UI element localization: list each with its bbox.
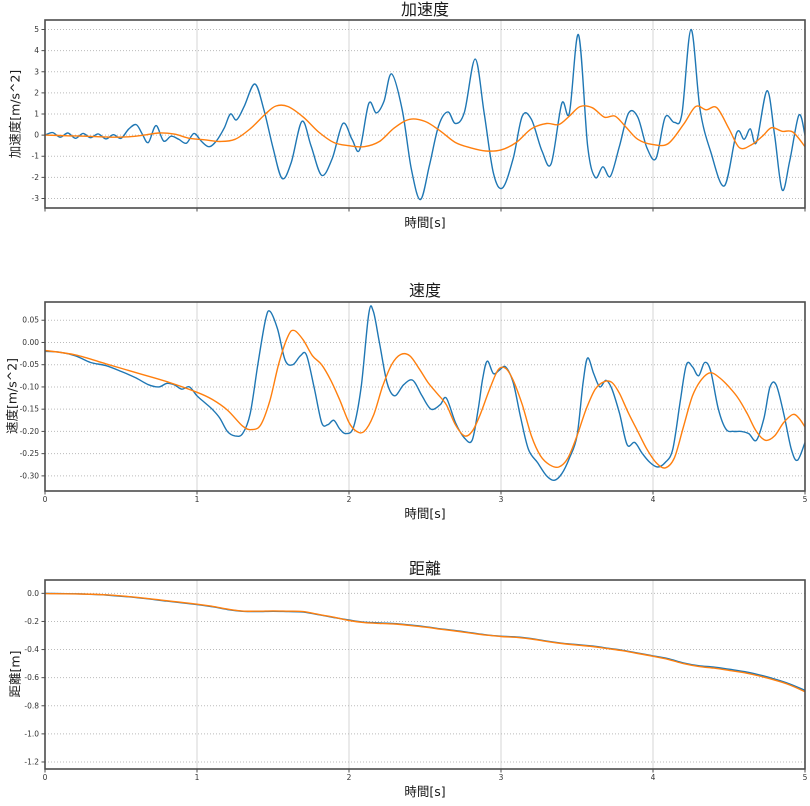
y-tick-label: 3 [34, 67, 39, 76]
y-tick-label: -0.6 [24, 673, 39, 682]
series-line-orange [45, 329, 805, 469]
y-tick-label: -0.25 [20, 449, 40, 458]
acceleration-xaxis-label: 時間[s] [404, 215, 446, 230]
x-tick-label: 2 [347, 773, 352, 782]
velocity-xaxis-label: 時間[s] [404, 506, 446, 521]
acceleration-chart-title: 加速度 [400, 0, 449, 19]
y-tick-label: -0.20 [20, 427, 40, 436]
velocity-plot: 0 1 2 3 4 5 0.05 0.00 -0.05 -0.10 -0.15 -0.20 -0.25 -… [20, 301, 808, 504]
distance-yaxis-label: 距離[m] [7, 650, 23, 698]
y-tick-label: -0.10 [20, 382, 40, 391]
plot-border [44, 579, 806, 770]
y-tick-label: -0.15 [20, 405, 40, 414]
y-tick-label: 0.00 [22, 338, 39, 347]
x-tick-label: 5 [803, 773, 808, 782]
series-line-blue [45, 305, 805, 482]
x-tick-label: 0 [43, 773, 48, 782]
plot-border [44, 301, 806, 492]
x-tick-label: 2 [347, 495, 352, 504]
y-tick-label: 1 [34, 110, 39, 119]
y-tick-label: 5 [34, 25, 39, 34]
distance-xaxis-label: 時間[s] [404, 784, 446, 799]
x-tick-label: 0 [43, 495, 48, 504]
y-tick-label: -3 [32, 194, 40, 203]
x-tick-label: 1 [195, 495, 200, 504]
x-tick-label: 5 [803, 495, 808, 504]
acceleration-yaxis-label: 加速度[m/s^2] [7, 69, 23, 159]
x-tick-label: 3 [499, 495, 504, 504]
y-tick-label: -0.2 [24, 617, 39, 626]
y-tick-label: 0 [34, 131, 39, 140]
y-tick-label: 2 [34, 88, 39, 97]
y-tick-label: 0.0 [27, 589, 39, 598]
y-tick-label: -1.0 [24, 729, 39, 738]
y-tick-label: -0.8 [24, 701, 39, 710]
y-tick-label: -2 [32, 173, 40, 182]
series-line-blue [45, 592, 805, 691]
x-tick-label: 4 [651, 495, 656, 504]
series-line-orange [45, 592, 805, 693]
acceleration-plot: 5 4 3 2 1 0 -1 -2 -3 [32, 19, 806, 212]
y-tick-label: 4 [34, 46, 39, 55]
velocity-chart-title: 速度 [408, 281, 441, 300]
y-tick-label: 0.05 [22, 316, 39, 325]
y-tick-label: -1.2 [24, 757, 39, 766]
y-tick-label: -0.4 [24, 645, 39, 654]
y-tick-label: -1 [32, 152, 40, 161]
velocity-yaxis-label: 速度[m/s^2] [4, 357, 20, 435]
series-line-orange [45, 104, 805, 152]
y-tick-label: -0.30 [20, 471, 40, 480]
distance-plot: 0 1 2 3 4 5 0.0 -0.2 -0.4 -0.6 -0.8 -1.0 -1.2 [24, 579, 808, 782]
series-line-blue [45, 28, 805, 201]
x-tick-label: 3 [499, 773, 504, 782]
distance-chart-title: 距離 [408, 559, 441, 578]
x-tick-label: 4 [651, 773, 656, 782]
y-tick-label: -0.05 [20, 360, 40, 369]
x-tick-label: 1 [195, 773, 200, 782]
